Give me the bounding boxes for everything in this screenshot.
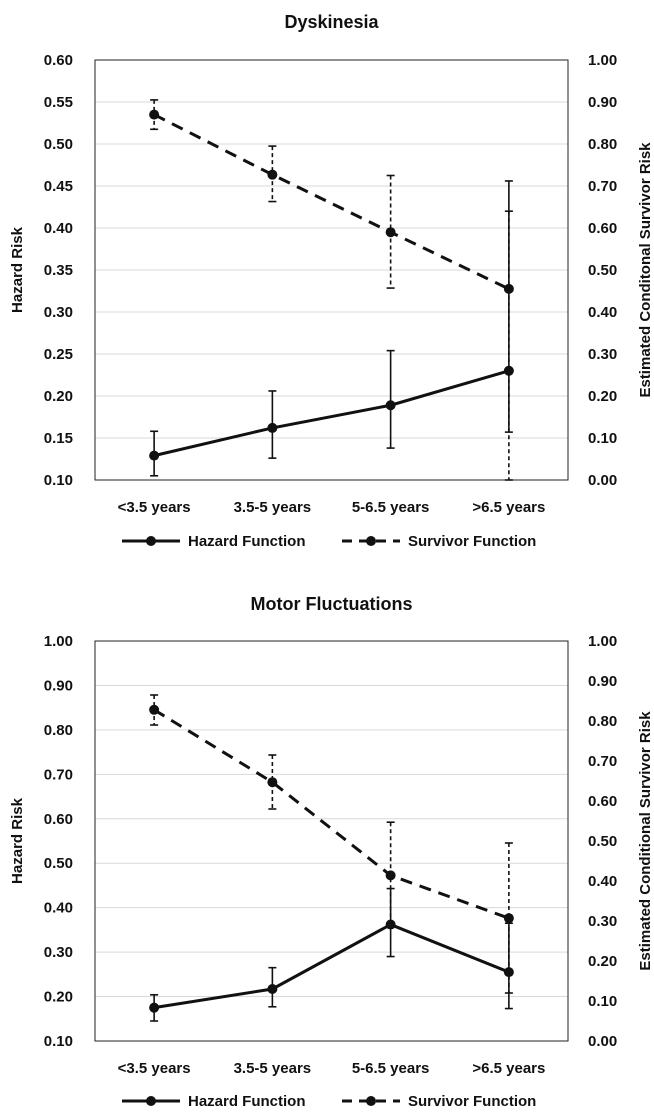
y-tick-label: 0.10: [44, 1033, 73, 1050]
y2-tick-label: 0.20: [588, 953, 617, 970]
x-tick-label: 3.5-5 years: [234, 1060, 312, 1077]
y-tick-label: 0.20: [44, 388, 73, 405]
y-tick-label: 0.20: [44, 989, 73, 1006]
y2-tick-label: 0.80: [588, 136, 617, 153]
legend-marker: [366, 1096, 376, 1106]
series-line: [153, 708, 510, 920]
data-point: [149, 109, 160, 120]
series-line: [153, 922, 510, 1010]
y-tick-label: 0.15: [44, 430, 73, 447]
data-point: [267, 422, 278, 433]
y2-tick-label: 0.60: [588, 793, 617, 810]
y2-tick-label: 0.00: [588, 472, 617, 489]
x-tick-label: 5-6.5 years: [352, 1060, 430, 1077]
y-tick-label: 0.55: [44, 94, 73, 111]
data-point: [149, 704, 160, 715]
data-point: [385, 870, 396, 881]
chart-panel-2: Motor Fluctuations 0.10 0.20 0.30 0.40 0.50 0.…: [9, 594, 654, 1110]
legend-marker: [146, 1096, 156, 1106]
data-point: [503, 283, 514, 294]
y2-tick-label: 0.80: [588, 713, 617, 730]
legend-marker: [146, 536, 156, 546]
series-line: [153, 113, 510, 291]
y-tick-label: 0.30: [44, 944, 73, 961]
y-tick-label: 0.50: [44, 855, 73, 872]
y2-tick-label: 0.50: [588, 833, 617, 850]
legend-label: Hazard Function: [188, 1093, 306, 1110]
y2-tick-label: 0.20: [588, 388, 617, 405]
y-tick-label: 0.35: [44, 262, 73, 279]
y2-tick-label: 0.10: [588, 993, 617, 1010]
data-point: [149, 450, 160, 461]
x-tick-label: <3.5 years: [118, 499, 191, 516]
y2-tick-label: 0.30: [588, 913, 617, 930]
y-tick-label: 0.10: [44, 472, 73, 489]
chart-panel-1: Dyskinesia 0.10 0.15 0.20 0.25 0.30 0.35 0.40 0.…: [9, 12, 654, 550]
data-point: [385, 919, 396, 930]
data-point: [503, 913, 514, 924]
y-tick-label: 1.00: [44, 633, 73, 650]
y-tick-label: 0.60: [44, 811, 73, 828]
y-axis-label: Hazard Risk: [9, 797, 26, 884]
x-tick-label: 3.5-5 years: [234, 499, 312, 516]
series-hazard: [149, 180, 514, 477]
x-tick-label: 5-6.5 years: [352, 499, 430, 516]
y2-tick-label: 1.00: [588, 52, 617, 69]
y2-tick-label: 0.60: [588, 220, 617, 237]
y2-tick-label: 0.50: [588, 262, 617, 279]
y-tick-label: 0.40: [44, 900, 73, 917]
series-hazard: [149, 887, 514, 1022]
y2-tick-label: 0.90: [588, 673, 617, 690]
y-tick-label: 0.60: [44, 52, 73, 69]
series-line: [153, 369, 510, 458]
y2-tick-label: 1.00: [588, 633, 617, 650]
legend-label: Survivor Function: [408, 533, 536, 550]
y2-tick-label: 0.00: [588, 1033, 617, 1050]
chart-title: Dyskinesia: [284, 12, 379, 32]
data-point: [385, 227, 396, 238]
series-survivor: [149, 99, 514, 481]
y2-tick-label: 0.70: [588, 753, 617, 770]
x-tick-label: <3.5 years: [118, 1060, 191, 1077]
legend-marker: [366, 536, 376, 546]
data-point: [267, 169, 278, 180]
y2-axis-label: Estimated Conditonal Survivor Risk: [637, 142, 654, 398]
y2-axis-label: Estimated Conditional Survivor Risk: [637, 711, 654, 971]
data-point: [503, 365, 514, 376]
chart-title: Motor Fluctuations: [251, 594, 413, 614]
y-tick-label: 0.50: [44, 136, 73, 153]
data-point: [267, 777, 278, 788]
data-point: [385, 400, 396, 411]
y-tick-label: 0.70: [44, 766, 73, 783]
data-point: [267, 984, 278, 994]
x-tick-label: >6.5 years: [472, 499, 545, 516]
x-tick-label: >6.5 years: [472, 1060, 545, 1077]
y-tick-label: 0.45: [44, 178, 73, 195]
y-tick-label: 0.30: [44, 304, 73, 321]
y-tick-label: 0.80: [44, 722, 73, 739]
y2-tick-label: 0.40: [588, 304, 617, 321]
y2-tick-label: 0.30: [588, 346, 617, 363]
y2-tick-label: 0.90: [588, 94, 617, 111]
legend-label: Survivor Function: [408, 1093, 536, 1110]
data-point: [149, 1002, 160, 1013]
y-tick-label: 0.25: [44, 346, 73, 363]
y2-tick-label: 0.10: [588, 430, 617, 447]
legend-label: Hazard Function: [188, 533, 306, 550]
y2-tick-label: 0.70: [588, 178, 617, 195]
y-tick-label: 0.40: [44, 220, 73, 237]
y-axis-label: Hazard Risk: [9, 226, 26, 313]
series-survivor: [149, 694, 514, 994]
y-tick-label: 0.90: [44, 677, 73, 694]
plot-area-border: [94, 59, 569, 481]
legend: Hazard Function Survivor Function: [122, 1093, 536, 1110]
plot-area-border: [94, 640, 569, 1042]
y2-tick-label: 0.40: [588, 873, 617, 890]
legend: Hazard Function Survivor Function: [122, 533, 536, 550]
